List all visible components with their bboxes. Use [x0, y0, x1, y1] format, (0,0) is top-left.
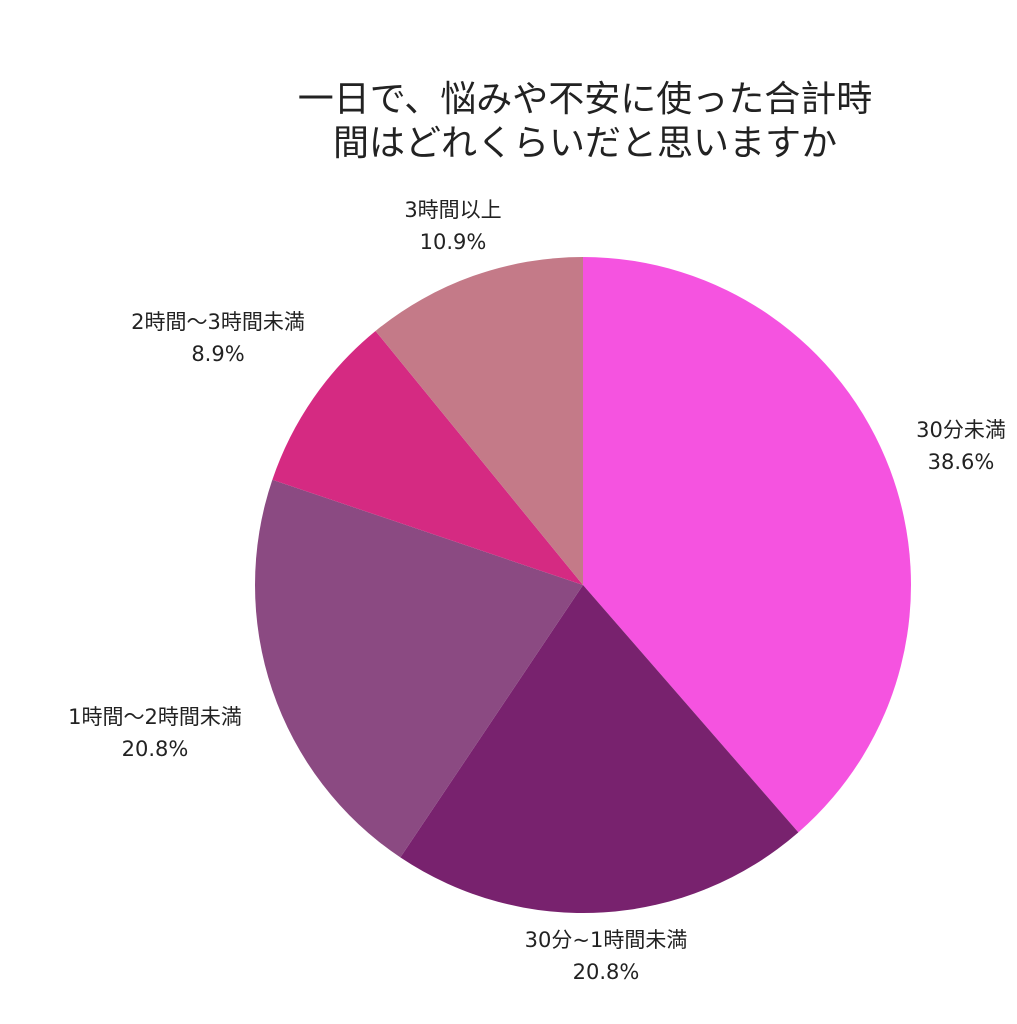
pie-slice — [400, 585, 799, 913]
slice-value: 20.8% — [572, 960, 640, 984]
slice-category: 3時間以上 — [404, 198, 502, 222]
pie-slice — [375, 257, 583, 585]
pie-slice — [255, 479, 583, 858]
slice-label: 30分未満 38.6% — [916, 414, 1006, 478]
slice-category: 30分~1時間未満 — [524, 928, 688, 952]
slice-value: 38.6% — [927, 450, 995, 474]
slice-category: 30分未満 — [916, 418, 1006, 442]
slice-value: 10.9% — [419, 230, 487, 254]
chart-title-line-1: 一日で、悩みや不安に使った合計時 — [297, 79, 873, 120]
slice-label: 3時間以上 10.9% — [404, 194, 501, 258]
slice-value: 8.9% — [191, 342, 245, 366]
slice-label: 2時間～3時間未満 8.9% — [131, 306, 305, 370]
slice-category: 1時間～2時間未満 — [68, 705, 242, 729]
slice-label: 30分~1時間未満 20.8% — [525, 924, 688, 988]
slice-label: 1時間～2時間未満 20.8% — [68, 701, 242, 765]
pie-slice — [272, 330, 583, 585]
chart-title: 一日で、悩みや不安に使った合計時 間はどれくらいだと思いますか — [0, 78, 1017, 166]
chart-title-line-2: 間はどれくらいだと思いますか — [332, 123, 837, 164]
pie-slice — [583, 257, 911, 833]
slice-category: 2時間～3時間未満 — [131, 310, 305, 334]
slice-value: 20.8% — [121, 737, 189, 761]
